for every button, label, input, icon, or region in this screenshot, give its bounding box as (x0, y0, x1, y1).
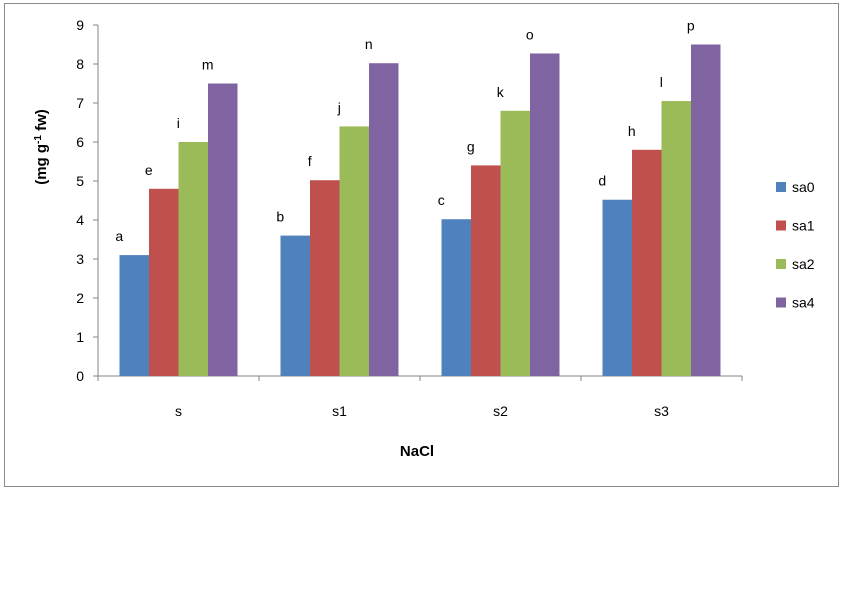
data-label: c (438, 192, 445, 208)
data-label: g (467, 138, 475, 154)
data-label: l (660, 74, 663, 90)
x-axis-title: NaCl (400, 443, 434, 460)
data-label: k (497, 84, 505, 100)
bar-sa4-s1 (369, 63, 399, 376)
data-label: m (202, 57, 214, 73)
y-tick-label: 8 (76, 56, 84, 72)
y-tick-label: 5 (76, 173, 84, 189)
data-label: b (276, 209, 284, 225)
bar-sa1-s3 (632, 149, 662, 376)
x-tick-label: s (175, 403, 182, 419)
legend-swatch (776, 182, 786, 192)
bar-sa2-s2 (500, 110, 530, 377)
legend-label: sa1 (792, 218, 815, 234)
legend-item-sa0: sa0 (776, 179, 815, 195)
data-labels: a e i m b f j n c g k o d h l p (115, 18, 695, 245)
data-label: f (308, 153, 312, 169)
bar-sa0-s1 (280, 235, 310, 376)
legend-item-sa2: sa2 (776, 256, 815, 272)
legend-label: sa2 (792, 256, 815, 272)
y-tick-label: 1 (76, 329, 84, 345)
y-tick-label: 2 (76, 290, 84, 306)
bar-sa4-s (208, 83, 238, 376)
bar-sa1-s2 (471, 165, 501, 376)
x-tick-label: s1 (332, 403, 347, 419)
y-tick-label: 3 (76, 251, 84, 267)
bar-sa0-s3 (602, 199, 632, 376)
y-axis-title-main: (mg g (33, 144, 50, 185)
y-tick-label: 6 (76, 134, 84, 150)
legend: sa0 sa1 sa2 sa4 (776, 179, 815, 311)
data-label: d (598, 173, 606, 189)
y-axis-title-superscript: -1 (33, 135, 44, 144)
bar-sa0-s (119, 255, 149, 376)
data-label: h (628, 123, 636, 139)
data-label: e (145, 162, 153, 178)
y-axis-title: (mg g-1 fw) (33, 109, 50, 185)
y-tick-label: 9 (76, 17, 84, 33)
legend-item-sa1: sa1 (776, 218, 815, 234)
legend-item-sa4: sa4 (776, 295, 815, 311)
data-label: a (115, 228, 123, 244)
bar-sa2-s (178, 142, 208, 376)
y-tick-label: 4 (76, 212, 84, 228)
legend-swatch (776, 297, 786, 308)
legend-swatch (776, 259, 786, 269)
bar-sa4-s3 (691, 44, 721, 376)
y-axis-title-tail: fw) (33, 109, 50, 135)
bar-sa2-s1 (339, 126, 369, 377)
bar-sa1-s (149, 188, 179, 376)
bar-sa4-s2 (530, 53, 560, 376)
data-label: o (526, 26, 534, 42)
bar-sa0-s2 (441, 219, 471, 376)
bars (119, 44, 721, 377)
y-tick-label: 0 (76, 368, 84, 384)
legend-label: sa0 (792, 179, 815, 195)
y-tick-label: 7 (76, 95, 84, 111)
legend-swatch (776, 220, 786, 231)
data-label: i (177, 115, 180, 131)
data-label: n (365, 36, 373, 52)
bar-sa2-s3 (661, 101, 691, 377)
bar-sa1-s1 (310, 180, 340, 376)
data-label: p (687, 18, 695, 34)
legend-label: sa4 (792, 295, 815, 311)
x-axis-ticks: s s1 s2 s3 (97, 376, 743, 419)
y-axis-ticks: 0 1 2 3 4 5 6 7 8 9 (76, 17, 98, 384)
data-label: j (337, 99, 341, 115)
x-tick-label: s2 (493, 403, 508, 419)
x-tick-label: s3 (654, 403, 669, 419)
